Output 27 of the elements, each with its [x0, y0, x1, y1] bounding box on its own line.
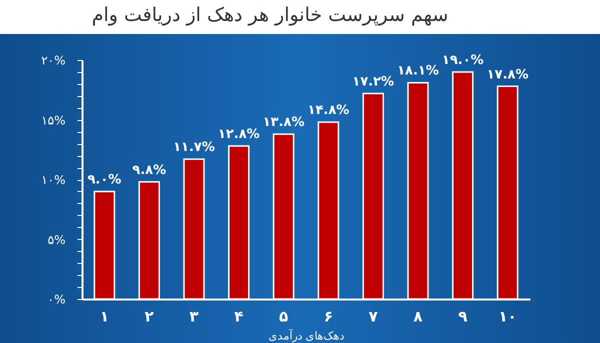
y-tick-label: ۲۰% [41, 54, 66, 68]
data-label: ۱۱.۷% [173, 140, 215, 156]
data-label: ۱۲.۸% [218, 127, 260, 142]
data-label: ۹.۸% [132, 162, 166, 178]
x-tick-label: ۹ [458, 308, 468, 326]
data-label: ۱۸.۱% [397, 64, 439, 79]
chart-title: سهم سرپرست خانوار هر دهک از دریافت وام [90, 3, 450, 28]
data-label: ۱۷.۲% [352, 74, 394, 90]
data-label: ۱۴.۸% [308, 103, 350, 118]
y-tick-label: ۵% [48, 232, 66, 247]
x-tick-label: ۱۰ [498, 308, 517, 326]
y-tick-label: ۱۵% [41, 113, 66, 128]
data-label: ۱۷.۸% [486, 67, 528, 82]
x-tick-label: ۸ [413, 308, 423, 326]
x-tick-label: ۶ [324, 308, 333, 326]
x-tick-label: ۱ [100, 308, 109, 326]
x-axis-title: دهک‌های درآمدی [268, 330, 345, 342]
x-tick-label: ۷ [368, 308, 378, 326]
x-tick-label: ۳ [189, 308, 199, 326]
data-label: ۱۳.۸% [262, 115, 304, 130]
data-label: ۱۹.۰% [442, 52, 484, 68]
y-tick-label: ۱۰% [41, 173, 66, 187]
data-label: ۹.۰% [87, 172, 122, 188]
y-tick-label: ۰% [48, 292, 66, 306]
x-tick-label: ۲ [144, 308, 154, 326]
x-tick-label: ۵ [279, 308, 288, 326]
x-tick-label: ۴ [234, 308, 244, 326]
